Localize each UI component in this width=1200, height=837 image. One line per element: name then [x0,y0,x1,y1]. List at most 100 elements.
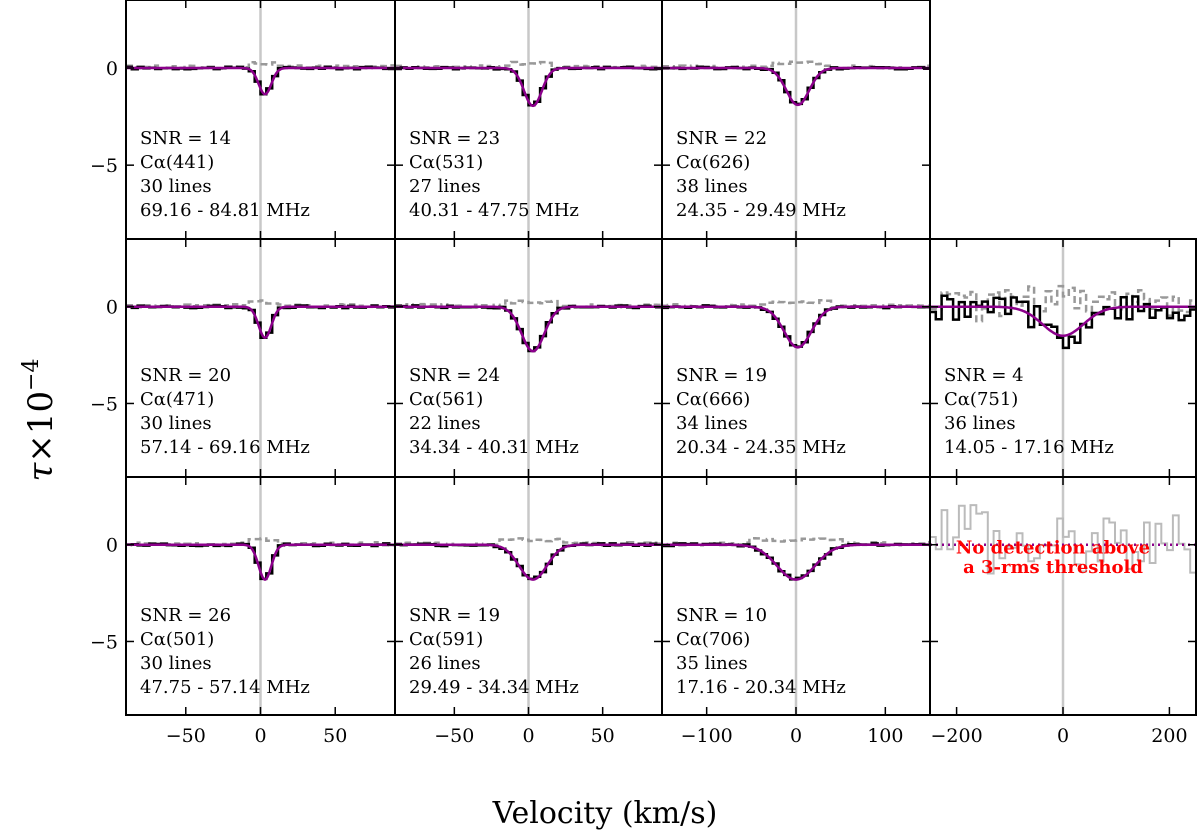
gaussian-fit [662,66,930,107]
snr-label: SNR = 22 [676,128,767,149]
frequency-range-label: 34.34 - 40.31 MHz [409,437,579,458]
snr-label: SNR = 14 [140,128,231,149]
y-tick-label: −5 [90,155,118,177]
no-detection-text-line1: No detection above [956,537,1150,558]
transition-label: Cα(471) [140,389,214,410]
panel-0-0: SNR = 14 Cα(441) 30 lines 69.16 - 84.81 MH… [125,0,396,240]
line-count-label: 35 lines [676,653,748,674]
y-label-exponent: −4 [19,358,44,390]
stacked-spectrum [662,542,930,581]
x-tick-label: 50 [591,725,615,747]
panel-plot-area [395,0,662,239]
y-tick-label: −5 [90,393,118,415]
x-tick-label: −50 [166,725,206,747]
panel-2-2: SNR = 10 Cα(706) 35 lines 17.16 - 20.34 MH… [661,476,931,716]
panel-plot-area [662,239,930,477]
panel-plot-area [126,0,395,239]
gaussian-fit [662,543,930,581]
panel-plot-area [662,477,930,715]
x-tick-label: 0 [1057,725,1069,747]
no-detection-text-line2: a 3-rms threshold [963,557,1143,578]
y-axis-label-text: τ×10−4 [19,358,61,481]
snr-label: SNR = 26 [140,605,231,626]
gaussian-fit [126,66,395,96]
x-tick-labels: −50 0 50 −50 0 50 −100 0 100 −200 0 200 [166,725,1188,747]
snr-label: SNR = 10 [676,605,767,626]
x-tick-label: 200 [1151,725,1187,747]
snr-label: SNR = 19 [676,365,767,386]
panel-plot-area [662,0,930,239]
panel-1-0: SNR = 20 Cα(471) 30 lines 57.14 - 69.16 MH… [125,238,396,478]
y-label-times: × [21,434,61,463]
x-tick-label: 50 [323,725,347,747]
snr-label: SNR = 24 [409,365,500,386]
x-tick-label: −100 [681,725,733,747]
y-label-tau: τ [21,462,61,482]
stacked-spectrum [930,294,1196,350]
gaussian-fit [395,305,662,353]
panel-1-2: SNR = 19 Cα(666) 34 lines 20.34 - 24.35 MH… [661,238,931,478]
panel-plot-area [930,239,1196,477]
transition-label: Cα(666) [676,389,750,410]
frequency-range-label: 24.35 - 29.49 MHz [676,200,846,221]
transition-label: Cα(626) [676,152,750,173]
gaussian-fit [930,305,1196,337]
y-tick-label: 0 [106,58,118,80]
gaussian-fit [395,66,662,108]
frequency-range-label: 47.75 - 57.14 MHz [140,677,310,698]
transition-label: Cα(501) [140,629,214,650]
y-tick-label: 0 [106,535,118,557]
line-count-label: 30 lines [140,653,212,674]
x-tick-label: 0 [254,725,266,747]
stacked-spectrum [662,65,930,106]
panel-1-3: SNR = 4 Cα(751) 36 lines 14.05 - 17.16 MHz [929,238,1197,478]
transition-label: Cα(441) [140,152,214,173]
panel-0-2: SNR = 22 Cα(626) 38 lines 24.35 - 29.49 MH… [661,0,931,240]
x-tick-label: −200 [931,725,983,747]
gaussian-fit [395,543,662,581]
noise-spectrum [930,504,1196,575]
stacked-spectrum [662,304,930,348]
line-count-label: 22 lines [409,413,481,434]
snr-label: SNR = 23 [409,128,500,149]
y-tick-label: 0 [106,297,118,319]
panel-plot-area [126,239,395,477]
panel-2-0: SNR = 26 Cα(501) 30 lines 47.75 - 57.14 MH… [125,476,396,716]
line-count-label: 27 lines [409,176,481,197]
line-count-label: 34 lines [676,413,748,434]
gaussian-fit [126,543,395,581]
panel-plot-area [395,477,662,715]
snr-label: SNR = 4 [944,365,1024,386]
frequency-range-label: 57.14 - 69.16 MHz [140,437,310,458]
panel-1-1: SNR = 24 Cα(561) 22 lines 34.34 - 40.31 MH… [394,238,663,478]
frequency-range-label: 69.16 - 84.81 MHz [140,200,310,221]
gaussian-fit [662,305,930,349]
panel-plot-area [395,239,662,477]
line-count-label: 30 lines [140,176,212,197]
line-count-label: 38 lines [676,176,748,197]
y-label-base: 10 [21,391,61,434]
gaussian-fit [126,305,395,340]
frequency-range-label: 20.34 - 24.35 MHz [676,437,846,458]
snr-label: SNR = 19 [409,605,500,626]
y-tick-label: −5 [90,631,118,653]
transition-label: Cα(561) [409,389,483,410]
frequency-range-label: 17.16 - 20.34 MHz [676,677,846,698]
panel-0-1: SNR = 23 Cα(531) 27 lines 40.31 - 47.75 MH… [394,0,663,240]
frequency-range-label: 14.05 - 17.16 MHz [944,437,1114,458]
x-tick-label: 100 [867,725,903,747]
y-tick-labels: 0 −5 0 −5 0 −5 [90,58,118,653]
frequency-range-label: 29.49 - 34.34 MHz [409,677,579,698]
snr-label: SNR = 20 [140,365,231,386]
residual-spectrum [930,284,1196,323]
transition-label: Cα(706) [676,629,750,650]
transition-label: Cα(751) [944,389,1018,410]
panel-plot-area [930,477,1196,715]
x-tick-label: −50 [434,725,474,747]
panel-plot-area [126,477,395,715]
x-tick-label: 0 [790,725,802,747]
frequency-range-label: 40.31 - 47.75 MHz [409,200,579,221]
panel-grid: SNR = 14 Cα(441) 30 lines 69.16 - 84.81 MH… [125,0,1197,716]
